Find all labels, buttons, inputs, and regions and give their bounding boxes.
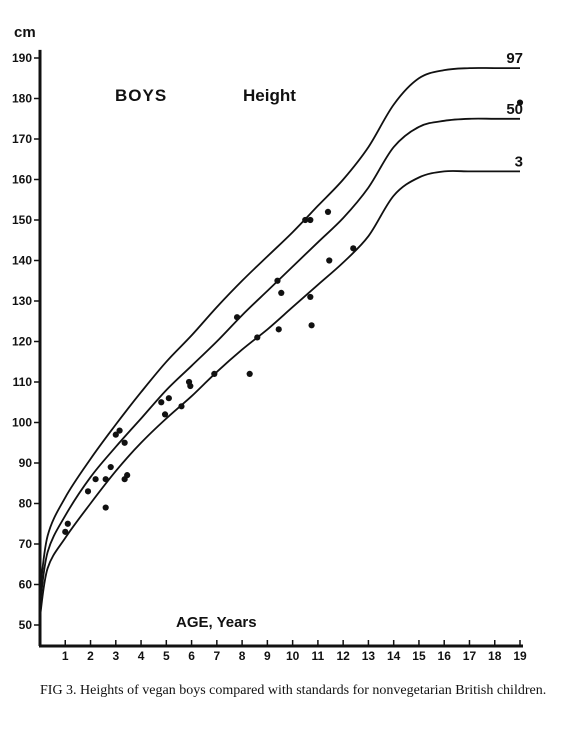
y-tick-label: 80 (19, 497, 33, 511)
data-point (516, 99, 524, 106)
x-tick-label: 10 (286, 649, 300, 663)
chart-axes (38, 49, 523, 648)
y-tick-label: 140 (12, 254, 32, 268)
data-point (326, 257, 333, 264)
data-point (92, 476, 99, 483)
data-point (233, 314, 241, 321)
data-point (274, 277, 281, 284)
x-tick-label: 16 (438, 649, 452, 663)
percentile-curves (39, 67, 520, 618)
data-point (350, 245, 357, 252)
data-point (307, 216, 314, 224)
figure-caption: FIG 3. Heights of vegan boys compared wi… (40, 683, 547, 698)
x-tick-label: 7 (213, 649, 220, 663)
chart-ticks: 5060708090100110120130140150160170180190… (12, 51, 527, 663)
data-point (307, 293, 314, 301)
data-point (254, 334, 261, 341)
x-tick-label: 15 (412, 649, 426, 663)
data-point (165, 395, 172, 402)
chart-subtitle: Height (243, 86, 296, 105)
percentile-50-line (39, 117, 520, 605)
data-point (278, 289, 285, 296)
x-tick-label: 9 (264, 649, 271, 663)
x-tick-label: 5 (163, 649, 170, 663)
x-tick-label: 11 (312, 649, 325, 663)
y-tick-label: 90 (19, 456, 33, 470)
data-point (62, 528, 69, 535)
percentile-97-line (39, 67, 520, 593)
y-tick-label: 70 (19, 537, 33, 551)
data-point (102, 476, 109, 483)
y-tick-label: 130 (12, 294, 32, 308)
x-tick-label: 17 (463, 649, 477, 663)
data-point (102, 504, 109, 511)
y-tick-label: 160 (12, 173, 32, 187)
x-tick-label: 19 (513, 649, 527, 663)
x-tick-label: 8 (239, 649, 246, 663)
percentile-97-label: 97 (506, 50, 523, 67)
y-tick-label: 60 (19, 578, 33, 592)
x-axis-label: AGE, Years (176, 614, 257, 631)
data-point (211, 370, 218, 377)
data-points (62, 99, 524, 535)
percentile-3-line (39, 170, 520, 618)
y-tick-label: 110 (13, 375, 33, 389)
data-point (112, 431, 119, 438)
x-tick-label: 12 (336, 649, 350, 663)
data-point (178, 403, 185, 410)
data-point (187, 382, 194, 390)
y-tick-label: 50 (19, 618, 33, 632)
data-point (158, 399, 165, 406)
x-tick-label: 13 (362, 649, 376, 663)
x-tick-label: 6 (188, 649, 195, 663)
data-point (302, 216, 309, 224)
y-tick-label: 100 (12, 416, 32, 430)
y-tick-label: 190 (12, 51, 32, 65)
x-tick-label: 14 (387, 649, 401, 663)
x-tick-label: 4 (138, 649, 145, 663)
data-point (275, 326, 282, 333)
data-point (246, 370, 253, 377)
data-point (124, 472, 131, 479)
y-tick-label: 170 (12, 132, 32, 146)
chart-title: BOYS (115, 86, 167, 105)
y-tick-label: 150 (12, 213, 32, 227)
x-tick-label: 1 (62, 649, 69, 663)
y-tick-label: 120 (12, 335, 32, 349)
x-tick-label: 2 (87, 649, 94, 663)
data-point (324, 208, 332, 215)
data-point (121, 439, 128, 446)
x-tick-label: 3 (112, 649, 119, 663)
data-point (308, 322, 315, 329)
growth-chart: 5060708090100110120130140150160170180190… (12, 24, 527, 663)
data-point (107, 463, 114, 471)
y-tick-label: 180 (12, 92, 32, 106)
data-point (116, 427, 123, 434)
data-point (84, 488, 92, 495)
data-point (161, 411, 169, 418)
data-point (64, 520, 71, 527)
percentile-3-label: 3 (515, 153, 523, 170)
x-tick-label: 18 (488, 649, 502, 663)
y-axis-unit-label: cm (14, 24, 36, 41)
